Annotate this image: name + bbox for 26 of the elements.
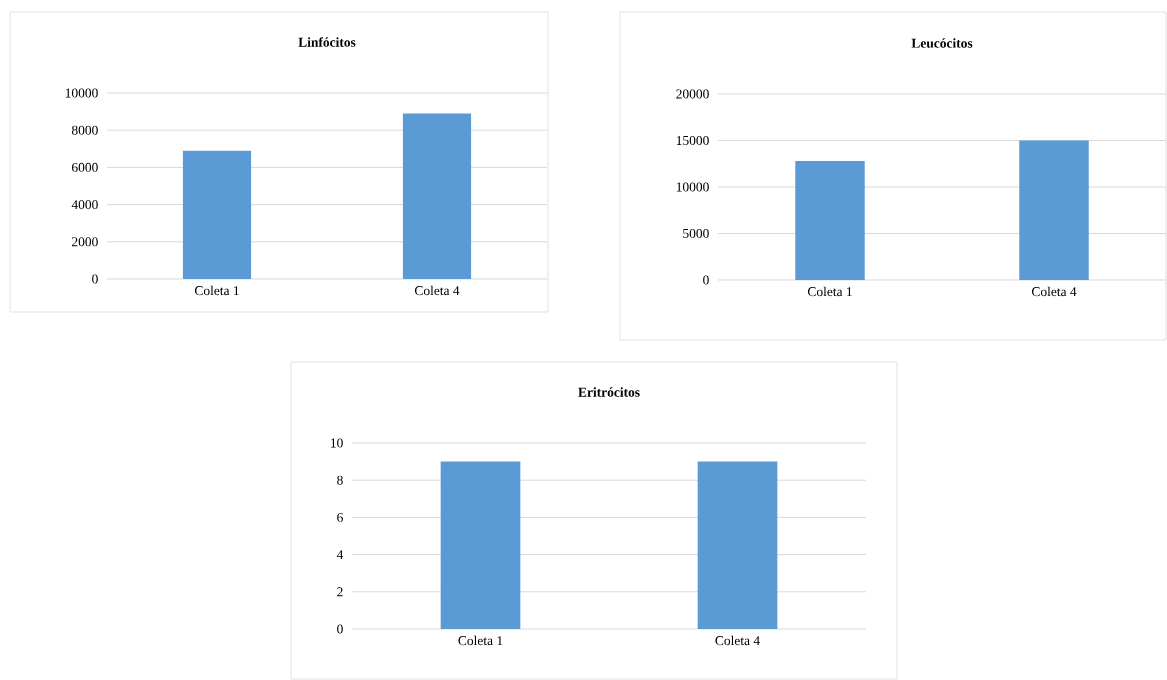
y-tick-label: 0: [703, 275, 709, 285]
y-tick-label: 4: [336, 550, 344, 560]
y-tick-label: 6000: [72, 162, 98, 172]
y-tick-label: 15000: [676, 135, 709, 146]
y-tick-label: 6: [337, 512, 343, 522]
y-tick-label: 2000: [72, 237, 98, 247]
chart-title: Linfócitos: [298, 37, 356, 47]
y-tick-label: 2: [337, 587, 343, 597]
y-tick-label: 8000: [71, 125, 98, 135]
y-tick-label: 8: [337, 475, 343, 485]
y-tick-label: 10: [331, 438, 343, 448]
x-tick-label: Coleta 1: [458, 635, 503, 646]
y-tick-label: 0: [337, 624, 343, 634]
y-tick-label: 10000: [65, 88, 98, 98]
y-tick-label: 10000: [676, 182, 709, 192]
x-tick-label: Coleta 1: [807, 286, 852, 297]
y-tick-label: 20000: [676, 89, 709, 99]
x-tick-label: Coleta 4: [1031, 286, 1077, 297]
x-tick-label: Coleta 1: [194, 285, 239, 296]
chart-title: Leucócitos: [911, 38, 973, 48]
y-tick-label: 5000: [683, 228, 709, 239]
y-tick-label: 0: [92, 274, 98, 284]
x-tick-label: Coleta 4: [715, 635, 760, 646]
chart-title: Eritrócitos: [578, 387, 640, 397]
x-tick-label: Coleta 4: [414, 285, 460, 296]
y-tick-label: 4000: [71, 200, 98, 210]
